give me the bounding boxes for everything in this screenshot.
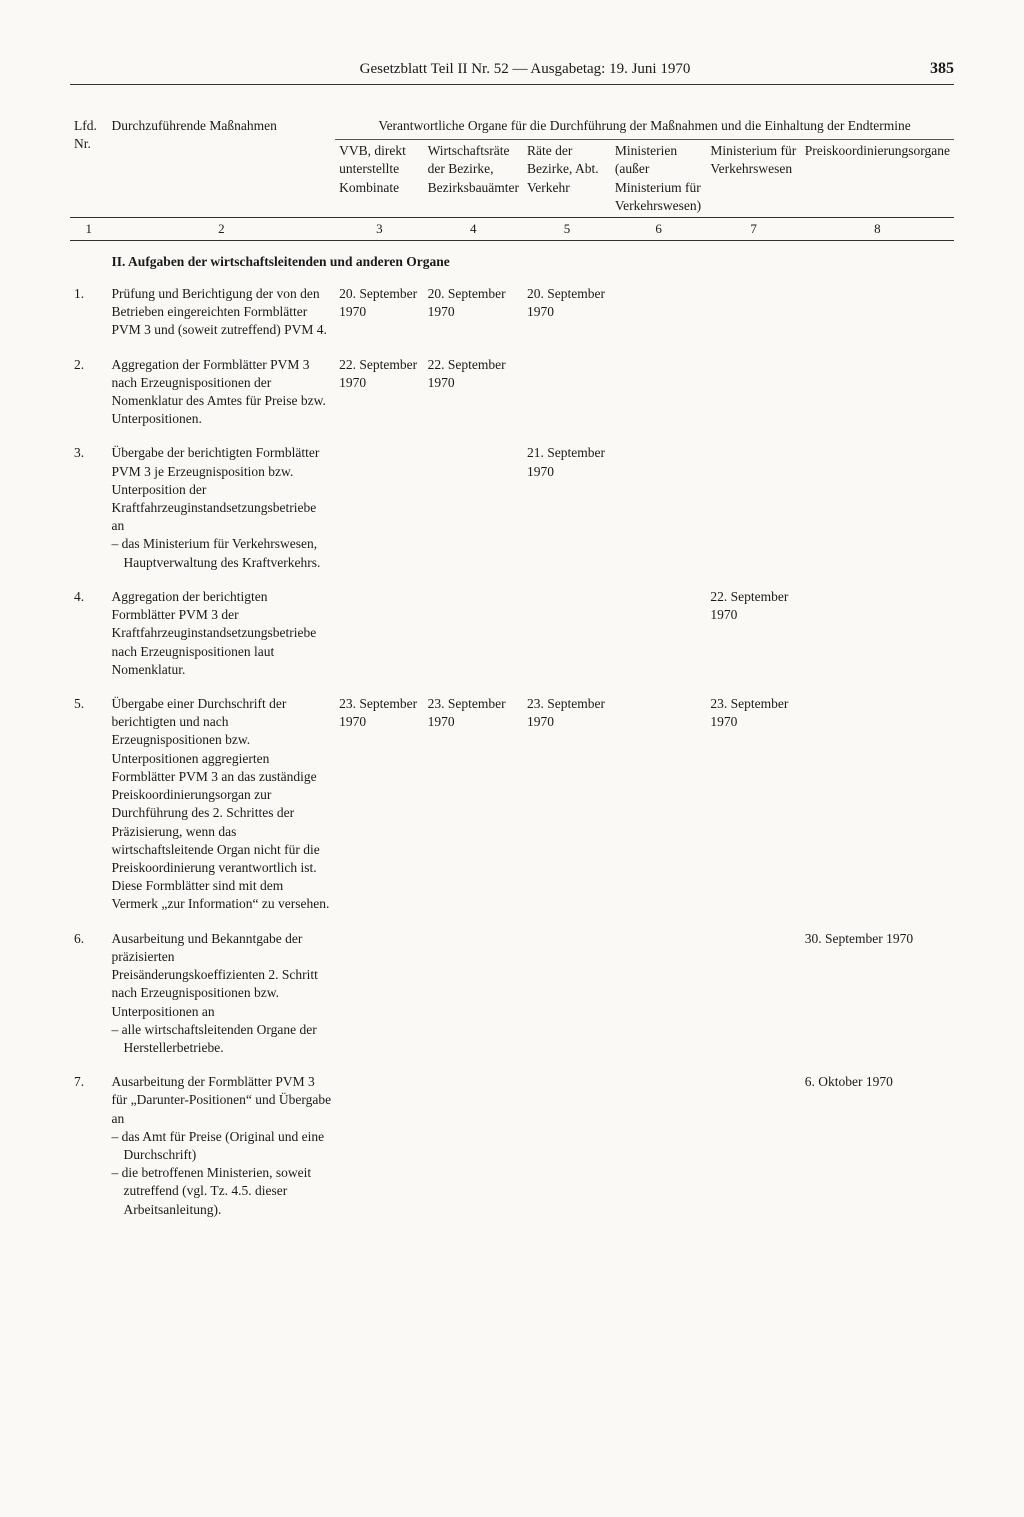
cell-c5: 23. September 1970 (523, 689, 611, 924)
row-measure: Aggregation der berichtigten Formblätter… (108, 582, 336, 689)
row-number: 1. (70, 279, 108, 350)
cell-c8 (801, 350, 954, 439)
cell-c3: 23. September 1970 (335, 689, 423, 924)
cell-c3 (335, 582, 423, 689)
cell-c5 (523, 350, 611, 439)
colnum-2: 2 (108, 218, 336, 241)
cell-c8: 6. Oktober 1970 (801, 1067, 954, 1229)
cell-c7 (706, 279, 800, 350)
cell-c6 (611, 924, 707, 1068)
cell-c7 (706, 438, 800, 582)
col-header-5: Räte der Bezirke, Abt. Verkehr (523, 140, 611, 218)
cell-c7 (706, 924, 800, 1068)
col-header-lfd: Lfd. Nr. (70, 115, 108, 218)
colnum-5: 5 (523, 218, 611, 241)
cell-c3 (335, 438, 423, 582)
cell-c4: 20. September 1970 (424, 279, 523, 350)
cell-c6 (611, 689, 707, 924)
colnum-8: 8 (801, 218, 954, 241)
cell-c6 (611, 1067, 707, 1229)
cell-c3 (335, 924, 423, 1068)
colnum-7: 7 (706, 218, 800, 241)
table-head: Lfd. Nr. Durchzuführende Maßnahmen Veran… (70, 115, 954, 240)
table-row: 6.Ausarbeitung und Bekanntgabe der präzi… (70, 924, 954, 1068)
row-measure: Übergabe der berichtigten Formblätter PV… (108, 438, 336, 582)
cell-c6 (611, 438, 707, 582)
row-number: 3. (70, 438, 108, 582)
cell-c4 (424, 1067, 523, 1229)
cell-c3: 22. September 1970 (335, 350, 423, 439)
cell-c8 (801, 689, 954, 924)
col-header-8: Preiskoordinierungsorgane (801, 140, 954, 218)
table-row: 7.Ausarbeitung der Formblätter PVM 3 für… (70, 1067, 954, 1229)
col-header-3: VVB, direkt unterstellte Kombinate (335, 140, 423, 218)
row-subitem: alle wirtschaftsleitenden Organe der Her… (112, 1021, 332, 1057)
table-row: 3.Übergabe der berichtigten Formblätter … (70, 438, 954, 582)
cell-c5 (523, 582, 611, 689)
cell-c4: 22. September 1970 (424, 350, 523, 439)
header-title: Gesetzblatt Teil II Nr. 52 — Ausgabetag:… (120, 61, 930, 78)
document-page: Gesetzblatt Teil II Nr. 52 — Ausgabetag:… (0, 0, 1024, 1517)
cell-c4: 23. September 1970 (424, 689, 523, 924)
cell-c7: 23. September 1970 (706, 689, 800, 924)
colnum-4: 4 (424, 218, 523, 241)
col-header-7: Ministerium für Verkehrswesen (706, 140, 800, 218)
row-measure: Ausarbeitung der Formblätter PVM 3 für „… (108, 1067, 336, 1229)
col-group-header: Verantwortliche Organe für die Durchführ… (335, 115, 954, 140)
row-measure: Prüfung und Berichtigung der von den Bet… (108, 279, 336, 350)
measures-table: Lfd. Nr. Durchzuführende Maßnahmen Veran… (70, 115, 954, 1229)
colnum-6: 6 (611, 218, 707, 241)
column-number-row: 1 2 3 4 5 6 7 8 (70, 218, 954, 241)
row-number: 2. (70, 350, 108, 439)
cell-c7 (706, 1067, 800, 1229)
cell-c7: 22. September 1970 (706, 582, 800, 689)
cell-c7 (706, 350, 800, 439)
cell-c8: 30. September 1970 (801, 924, 954, 1068)
cell-c3 (335, 1067, 423, 1229)
row-number: 7. (70, 1067, 108, 1229)
colnum-3: 3 (335, 218, 423, 241)
table-row: 4.Aggregation der berichtigten Formblätt… (70, 582, 954, 689)
page-header: Gesetzblatt Teil II Nr. 52 — Ausgabetag:… (70, 60, 954, 85)
row-subitem: die betroffenen Ministerien, soweit zutr… (112, 1164, 332, 1219)
row-measure: Übergabe einer Durchschrift der berichti… (108, 689, 336, 924)
col-header-mass: Durchzuführende Maßnahmen (108, 115, 336, 218)
col-header-6: Ministerien (außer Ministerium für Verke… (611, 140, 707, 218)
row-number: 6. (70, 924, 108, 1068)
section-heading: II. Aufgaben der wirtschaftsleitenden un… (108, 240, 954, 279)
table-row: 5.Übergabe einer Durchschrift der berich… (70, 689, 954, 924)
cell-c5: 20. September 1970 (523, 279, 611, 350)
row-subitem: das Ministerium für Verkehrswesen, Haupt… (112, 535, 332, 571)
cell-c6 (611, 350, 707, 439)
page-number: 385 (930, 60, 954, 78)
table-body: II. Aufgaben der wirtschaftsleitenden un… (70, 240, 954, 1229)
cell-c6 (611, 582, 707, 689)
table-row: 1.Prüfung und Berichtigung der von den B… (70, 279, 954, 350)
row-subitem: das Amt für Preise (Original und eine Du… (112, 1128, 332, 1164)
cell-c4 (424, 924, 523, 1068)
cell-c8 (801, 279, 954, 350)
cell-c4 (424, 582, 523, 689)
cell-c8 (801, 582, 954, 689)
cell-c6 (611, 279, 707, 350)
row-measure: Aggregation der Formblätter PVM 3 nach E… (108, 350, 336, 439)
colnum-1: 1 (70, 218, 108, 241)
table-row: 2.Aggregation der Formblätter PVM 3 nach… (70, 350, 954, 439)
cell-c5 (523, 1067, 611, 1229)
row-number: 5. (70, 689, 108, 924)
cell-c4 (424, 438, 523, 582)
cell-c8 (801, 438, 954, 582)
cell-c5: 21. September 1970 (523, 438, 611, 582)
row-measure: Ausarbeitung und Bekanntgabe der präzisi… (108, 924, 336, 1068)
section-heading-row: II. Aufgaben der wirtschaftsleitenden un… (70, 240, 954, 279)
row-number: 4. (70, 582, 108, 689)
col-header-4: Wirtschaftsräte der Bezirke, Bezirksbauä… (424, 140, 523, 218)
cell-c5 (523, 924, 611, 1068)
cell-c3: 20. September 1970 (335, 279, 423, 350)
